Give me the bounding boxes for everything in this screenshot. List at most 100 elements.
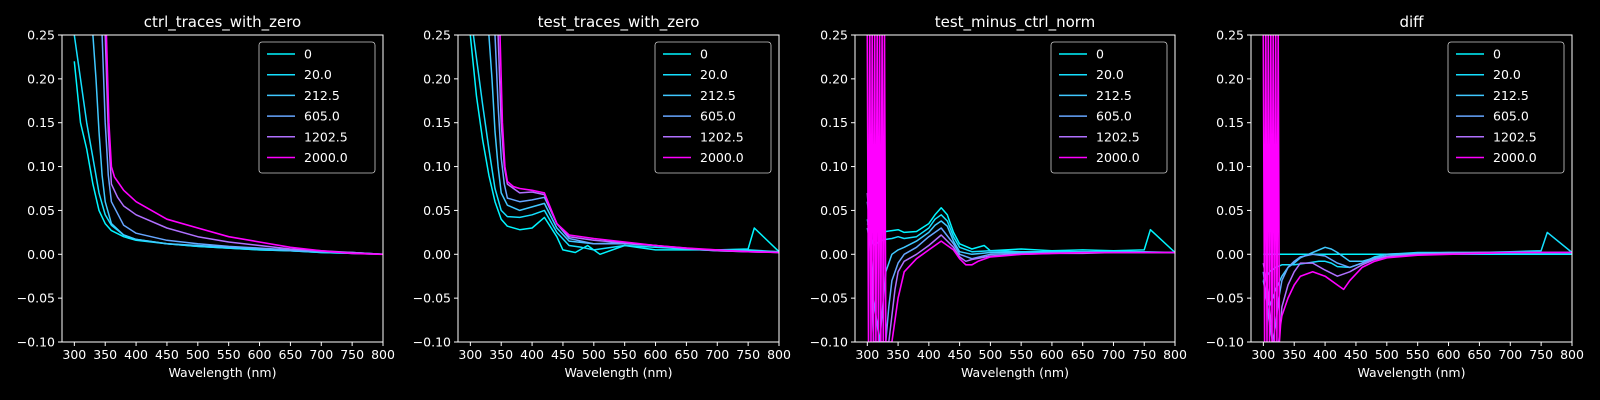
x-axis-label: Wavelength (nm)	[565, 365, 673, 380]
chart-panel-2: test_traces_with_zero 300 350 400 450 500 550 6…	[413, 13, 791, 380]
legend-label: 2000.0	[1493, 150, 1537, 165]
chart-title: ctrl_traces_with_zero	[144, 13, 301, 32]
legend-label: 212.5	[1493, 88, 1529, 103]
x-tick-label: 450	[155, 347, 179, 362]
y-tick-label: −0.10	[1206, 335, 1244, 350]
y-tick-label: 0.00	[1216, 247, 1244, 262]
legend-label: 2000.0	[304, 150, 348, 165]
x-tick-label: 700	[309, 347, 333, 362]
series-group	[1262, 35, 1572, 342]
legend: 0 20.0 212.5 605.0 1202.5 2000.0	[1447, 41, 1565, 174]
x-tick-label: 800	[767, 347, 791, 362]
x-tick-label: 450	[1344, 347, 1368, 362]
x-tick-label: 750	[736, 347, 760, 362]
legend-label: 0	[304, 47, 312, 62]
legend: 0 20.0 212.5 605.0 1202.5 2000.0	[258, 41, 376, 174]
x-tick-label: 650	[674, 347, 698, 362]
x-tick-label: 650	[1467, 347, 1491, 362]
y-tick-label: 0.05	[423, 203, 451, 218]
y-tick-label: 0.05	[27, 203, 55, 218]
chart-title: diff	[1399, 13, 1424, 31]
y-tick-label: −0.10	[810, 335, 848, 350]
x-tick-label: 550	[613, 347, 637, 362]
x-tick-label: 300	[62, 347, 86, 362]
series-group	[866, 35, 1175, 342]
x-tick-label: 800	[1560, 347, 1584, 362]
x-tick-label: 500	[186, 347, 210, 362]
legend-label: 0	[700, 47, 708, 62]
x-axis-label: Wavelength (nm)	[1358, 365, 1466, 380]
legend-label: 20.0	[1493, 67, 1521, 82]
series-line-2000.0	[866, 35, 1175, 342]
legend-label: 20.0	[304, 67, 332, 82]
y-tick-label: 0.15	[820, 115, 848, 130]
y-tick-label: 0.00	[423, 247, 451, 262]
y-tick-label: 0.25	[1216, 28, 1244, 43]
x-tick-label: 750	[1132, 347, 1156, 362]
x-tick-label: 650	[1071, 347, 1095, 362]
x-tick-label: 650	[278, 347, 302, 362]
x-tick-label: 500	[582, 347, 606, 362]
y-tick-label: 0.00	[27, 247, 55, 262]
y-tick-label: 0.15	[423, 115, 451, 130]
y-tick-label: 0.20	[820, 71, 848, 86]
x-tick-label: 300	[855, 347, 879, 362]
x-tick-label: 800	[371, 347, 395, 362]
x-tick-label: 350	[1282, 347, 1306, 362]
x-tick-label: 400	[917, 347, 941, 362]
y-tick-label: 0.10	[1216, 159, 1244, 174]
x-tick-label: 700	[1498, 347, 1522, 362]
x-tick-label: 750	[340, 347, 364, 362]
series-group	[469, 35, 779, 256]
y-tick-label: 0.10	[820, 159, 848, 174]
x-tick-label: 400	[520, 347, 544, 362]
y-tick-label: 0.10	[27, 159, 55, 174]
x-tick-label: 750	[1529, 347, 1553, 362]
series-line-1202.5	[1262, 251, 1572, 342]
legend-label: 2000.0	[700, 150, 744, 165]
x-tick-label: 600	[248, 347, 272, 362]
y-tick-label: 0.25	[820, 28, 848, 43]
legend-label: 1202.5	[1096, 129, 1140, 144]
y-tick-label: 0.00	[820, 247, 848, 262]
legend-label: 212.5	[304, 88, 340, 103]
x-tick-label: 550	[1009, 347, 1033, 362]
y-tick-label: 0.05	[820, 203, 848, 218]
x-tick-label: 350	[489, 347, 513, 362]
x-tick-label: 700	[1102, 347, 1126, 362]
legend-label: 605.0	[1096, 109, 1132, 124]
legend: 0 20.0 212.5 605.0 1202.5 2000.0	[1050, 41, 1168, 174]
x-tick-label: 450	[948, 347, 972, 362]
x-tick-label: 300	[1251, 347, 1275, 362]
series-group	[73, 35, 383, 256]
y-tick-label: 0.20	[423, 71, 451, 86]
legend-label: 605.0	[304, 109, 340, 124]
legend-label: 212.5	[1096, 88, 1132, 103]
x-tick-label: 700	[705, 347, 729, 362]
x-tick-label: 450	[551, 347, 575, 362]
x-axis-label: Wavelength (nm)	[169, 365, 277, 380]
legend-label: 212.5	[700, 88, 736, 103]
legend-label: 605.0	[1493, 109, 1529, 124]
series-line-2000.0	[499, 35, 779, 254]
chart-title: test_traces_with_zero	[538, 13, 700, 32]
chart-panel-1: ctrl_traces_with_zero 300 350 400 450 500 550 6…	[17, 13, 395, 380]
series-line-605.0	[101, 35, 383, 256]
legend: 0 20.0 212.5 605.0 1202.5 2000.0	[654, 41, 772, 174]
x-tick-label: 300	[458, 347, 482, 362]
legend-label: 0	[1493, 47, 1501, 62]
legend-label: 1202.5	[304, 129, 348, 144]
y-tick-label: 0.20	[27, 71, 55, 86]
x-tick-label: 400	[124, 347, 148, 362]
y-tick-label: 0.25	[423, 28, 451, 43]
axes-frame	[1250, 34, 1573, 343]
legend-label: 1202.5	[700, 129, 744, 144]
x-tick-label: 600	[1437, 347, 1461, 362]
legend-label: 1202.5	[1493, 129, 1537, 144]
chart-panel-4: diff 300 350 400 450 500 550 600 650 700 750 800 −0.…	[1206, 13, 1584, 380]
y-tick-label: −0.05	[1206, 291, 1244, 306]
chart-panel-3: test_minus_ctrl_norm 300 350 400 450 500 550 60…	[810, 13, 1187, 380]
y-tick-label: 0.15	[1216, 115, 1244, 130]
x-tick-label: 550	[217, 347, 241, 362]
